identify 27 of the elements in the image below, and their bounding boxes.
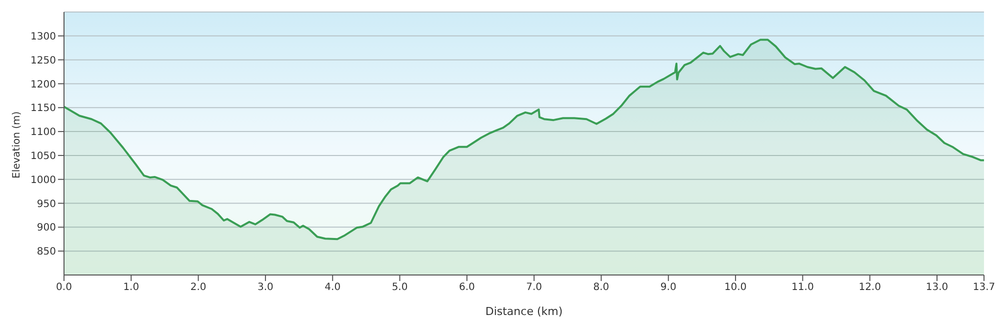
y-tick-label: 1100: [30, 127, 56, 138]
x-tick-label: 1.0: [123, 282, 140, 294]
y-tick-label: 950: [36, 198, 56, 210]
x-tick-label: 7.0: [526, 282, 542, 294]
x-tick-label: 6.0: [458, 282, 475, 294]
x-tick-label: 9.0: [660, 282, 676, 294]
x-tick-label: 8.0: [593, 282, 610, 294]
y-tick-label: 1150: [30, 103, 56, 114]
x-tick-label: 11.0: [792, 282, 814, 294]
y-tick-label: 850: [36, 246, 56, 258]
x-tick-label: 13.7: [972, 282, 996, 294]
x-tick-label: 3.0: [258, 282, 274, 294]
y-tick-label: 1300: [30, 31, 56, 42]
x-tick-label: 4.0: [324, 282, 341, 294]
y-tick-label: 1000: [30, 174, 56, 186]
x-tick-label: 12.0: [858, 282, 881, 294]
y-tick-label: 1200: [30, 79, 56, 90]
y-tick-label: 1250: [30, 55, 56, 66]
x-tick-label: 13.0: [926, 282, 948, 294]
y-tick-label: 900: [36, 222, 56, 234]
x-tick-label: 2.0: [190, 282, 206, 294]
y-axis-title: Elevation (m): [12, 111, 23, 178]
x-tick-label: 5.0: [392, 282, 408, 294]
x-tick-label: 10.0: [724, 282, 747, 294]
x-axis-title: Distance (km): [485, 305, 563, 318]
x-tick-label: 0.0: [56, 282, 72, 294]
y-tick-label: 1050: [30, 151, 56, 162]
